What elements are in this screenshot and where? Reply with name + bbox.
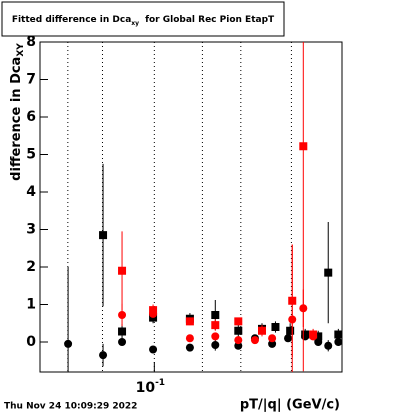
marker-square [99,231,108,240]
marker-square [314,332,323,341]
y-tick-label: 7 [26,72,36,88]
marker-circle [149,345,158,354]
marker-circle [99,351,108,360]
y-axis-label: difference in DcaXY [9,43,26,181]
marker-square [234,326,243,335]
marker-circle [309,332,318,341]
title-rest: for Global Rec Pion EtapT [145,15,275,25]
y-tick-label: 4 [26,184,36,200]
plot-area [64,42,342,372]
marker-circle [211,341,220,349]
timestamp: Thu Nov 24 10:09:29 2022 [4,402,137,412]
marker-square [211,321,220,330]
marker-square [271,323,280,331]
marker-square [118,327,127,336]
marker-circle [234,341,243,350]
marker-circle [118,311,127,319]
marker-square [324,268,333,277]
y-tick-label: 2 [26,259,36,275]
marker-square [301,330,310,339]
y-label-subscript: XY [16,43,26,57]
title-box [1,1,285,37]
title-subscript: xy [131,20,139,27]
marker-circle [64,339,73,348]
marker-square [286,326,295,335]
marker-circle [211,332,220,341]
x-tick-label: 10-1 [136,378,165,397]
marker-circle [268,334,277,343]
y-tick-label: 8 [26,34,36,50]
x-axis-label: pT/|q| (GeV/c) [240,398,340,413]
y-label-main: difference in Dca [9,57,24,181]
marker-circle [185,343,194,352]
marker-square [299,142,308,151]
marker-circle [268,339,277,348]
y-tick-label: 6 [26,109,36,125]
marker-square [234,317,243,326]
title-main: Fitted difference in Dca [12,15,131,25]
marker-square [185,317,194,326]
marker-circle [250,336,259,345]
y-tick-label: 0 [26,334,36,350]
marker-circle [118,338,127,346]
plot-frame [39,41,343,373]
marker-circle [324,341,333,350]
chart-title: Fitted difference in Dcaxy for Global Rec… [12,15,275,27]
marker-square [334,330,342,339]
y-tick-label: 5 [26,147,36,163]
marker-circle [299,304,308,313]
marker-square [257,326,266,335]
y-tick-label: 3 [26,222,36,238]
marker-square [118,266,127,275]
marker-circle [334,338,342,346]
marker-circle [288,315,297,324]
marker-circle [234,336,243,345]
marker-square [211,311,220,319]
x-tick-exponent: -1 [155,378,165,388]
marker-circle [185,334,194,343]
x-tick-base: 10 [136,380,156,396]
marker-circle [149,309,158,318]
y-tick-label: 1 [26,297,36,313]
marker-circle [284,334,293,343]
